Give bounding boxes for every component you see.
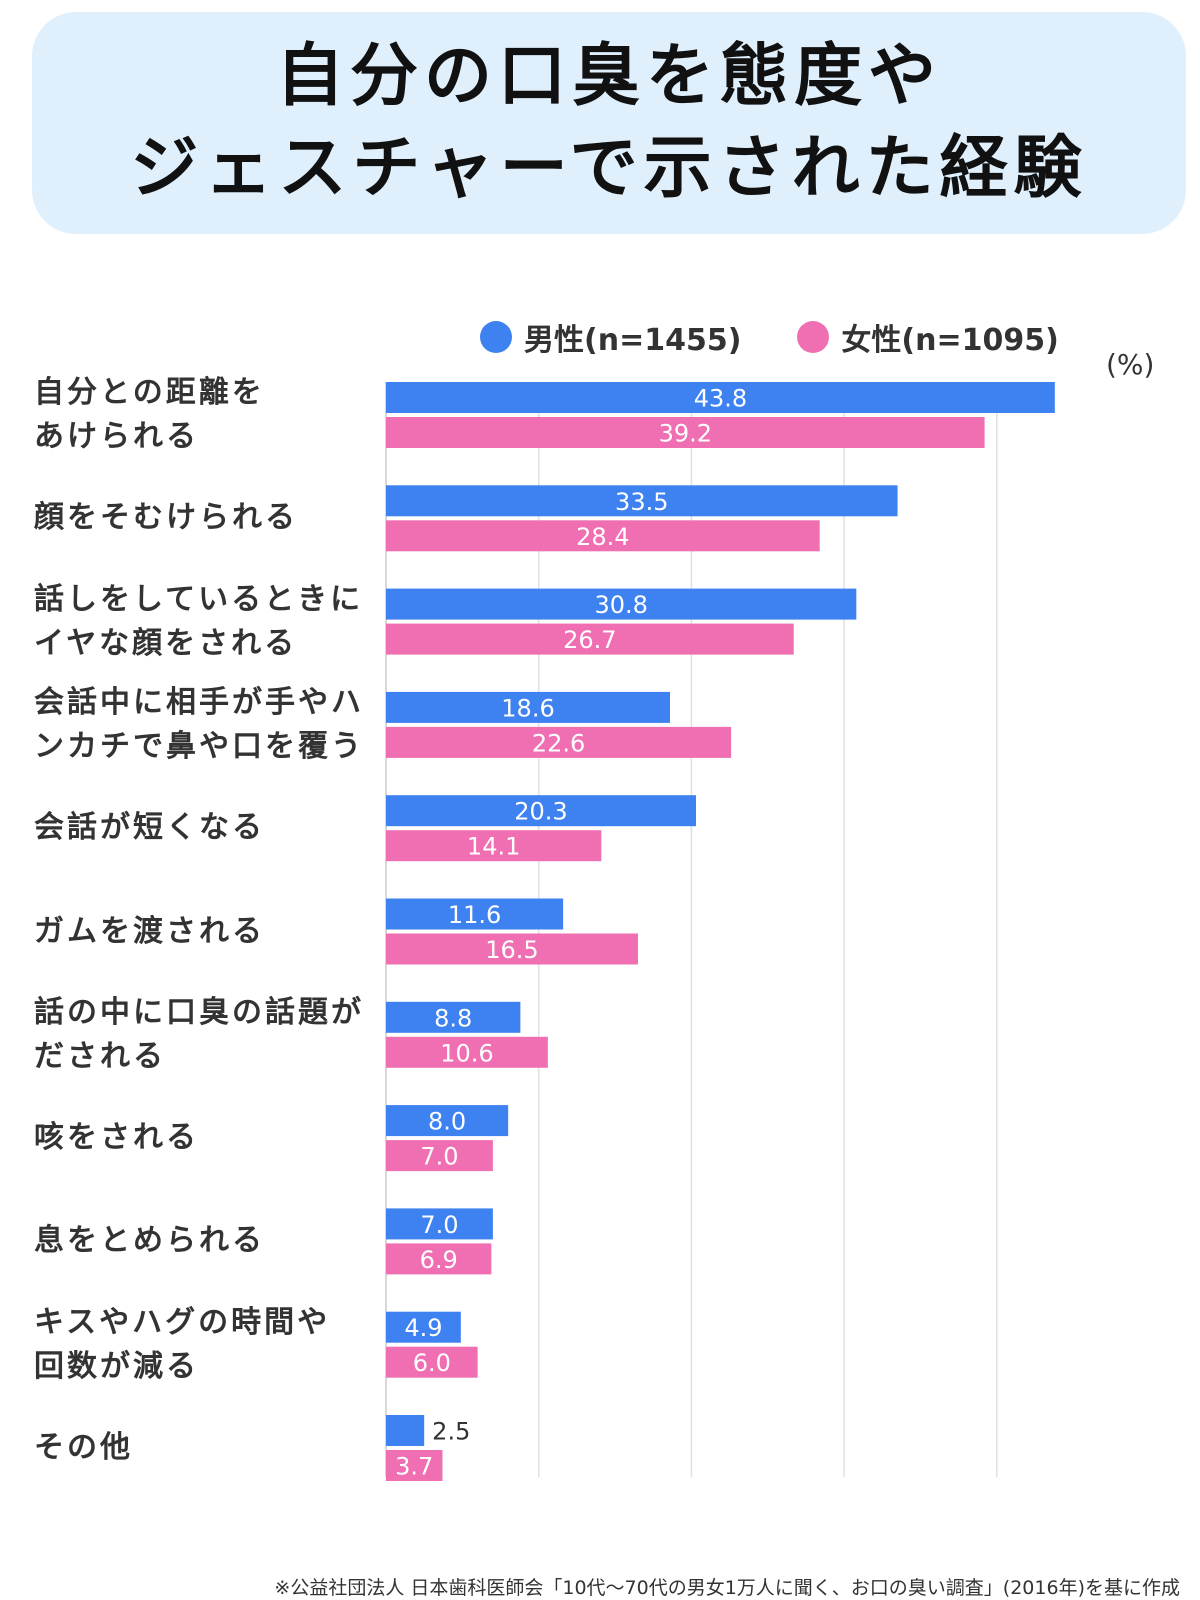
category-label-line: 会話中に相手が手やハ — [34, 684, 364, 720]
category-label-line: 咳をされる — [34, 1120, 199, 1156]
data-label-female-3: 22.6 — [532, 729, 585, 757]
category-label-line: 会話が短くなる — [34, 810, 265, 846]
legend-label-male: 男性(n=1455) — [524, 323, 742, 358]
bar-female-0 — [386, 417, 985, 448]
category-label-10: その他 — [34, 1426, 374, 1470]
data-label-male-0: 43.8 — [694, 385, 747, 413]
bar-female-3 — [386, 726, 732, 758]
chart-title-line-1: 自分の口臭を態度や — [275, 37, 942, 116]
category-label-line: だされる — [34, 1038, 166, 1074]
category-label-1: 顔をそむけられる — [34, 496, 374, 540]
data-label-female-6: 10.6 — [440, 1039, 493, 1067]
bar-male-6 — [386, 1001, 521, 1033]
bar-female-10 — [386, 1450, 443, 1481]
bar-male-2 — [386, 588, 857, 620]
unit-label: (%) — [1106, 348, 1155, 381]
category-label-line: あけられる — [34, 419, 199, 454]
category-label-3: 会話中に相手が手やハ ンカチで鼻や口を覆う — [34, 681, 374, 769]
category-label-line: イヤな顔をされる — [34, 625, 298, 661]
category-label-2: 話しをしているときに イヤな顔をされる — [34, 578, 374, 666]
category-label-4: 会話が短くなる — [34, 806, 374, 850]
legend-swatch-male — [480, 321, 512, 353]
bar-female-1 — [386, 520, 820, 552]
bar-male-0 — [386, 382, 1055, 413]
chart-title-line-2: ジェスチャーで示された経験 — [130, 129, 1088, 208]
bar-female-7 — [386, 1140, 493, 1172]
data-label-male-7: 8.0 — [428, 1108, 466, 1136]
data-label-female-0: 39.2 — [659, 420, 712, 448]
bar-female-8 — [386, 1243, 492, 1275]
bar-male-5 — [386, 898, 564, 930]
data-label-female-7: 7.0 — [420, 1143, 458, 1171]
category-label-line: ガムを渡される — [34, 913, 265, 949]
category-label-0: 自分との距離を あけられる — [34, 371, 374, 459]
source-footnote: ※公益社団法人 日本歯科医師会「10代〜70代の男女1万人に聞く、お口の臭い調査… — [274, 1577, 1180, 1599]
data-label-male-8: 7.0 — [420, 1211, 458, 1239]
data-label-male-2: 30.8 — [594, 591, 647, 619]
category-label-line: その他 — [34, 1430, 133, 1465]
bar-male-10 — [386, 1415, 425, 1446]
category-label-line: 回数が減る — [34, 1348, 199, 1384]
data-label-male-10: 2.5 — [432, 1418, 470, 1446]
data-label-male-3: 18.6 — [501, 694, 554, 722]
data-label-female-10: 3.7 — [395, 1453, 433, 1481]
data-label-male-5: 11.6 — [448, 901, 501, 929]
bar-male-7 — [386, 1105, 509, 1137]
category-label-line: 息をとめられる — [34, 1223, 265, 1259]
data-label-female-5: 16.5 — [485, 936, 538, 964]
bar-female-9 — [386, 1346, 478, 1378]
bar-female-6 — [386, 1036, 548, 1068]
category-label-line: ンカチで鼻や口を覆う — [34, 728, 364, 764]
data-label-male-1: 33.5 — [615, 488, 668, 516]
category-label-line: 自分との距離を — [34, 375, 265, 410]
category-label-line: 話しをしているときに — [34, 581, 364, 617]
data-label-female-9: 6.0 — [413, 1349, 451, 1377]
bar-male-3 — [386, 691, 671, 723]
legend-label-female: 女性(n=1095) — [841, 323, 1059, 358]
bar-male-1 — [386, 485, 898, 517]
category-label-8: 息をとめられる — [34, 1219, 374, 1263]
legend-item-female: 女性(n=1095) — [797, 315, 1059, 359]
data-label-female-2: 26.7 — [563, 626, 616, 654]
chart-legend: 男性(n=1455) 女性(n=1095) — [480, 315, 1115, 359]
title-banner: 自分の口臭を態度や ジェスチャーで示された経験 — [32, 12, 1186, 234]
data-label-female-1: 28.4 — [576, 523, 629, 551]
legend-item-male: 男性(n=1455) — [480, 315, 741, 359]
data-label-female-8: 6.9 — [420, 1246, 458, 1274]
bar-male-9 — [386, 1311, 461, 1343]
category-label-line: 話の中に口臭の話題が — [34, 994, 364, 1030]
category-label-6: 話の中に口臭の話題が だされる — [34, 991, 374, 1079]
bar-female-4 — [386, 830, 602, 862]
category-label-5: ガムを渡される — [34, 910, 374, 954]
bar-male-8 — [386, 1208, 493, 1240]
data-label-female-4: 14.1 — [467, 833, 520, 861]
data-label-male-9: 4.9 — [404, 1314, 442, 1342]
category-label-line: 顔をそむけられる — [34, 500, 298, 536]
category-label-7: 咳をされる — [34, 1116, 374, 1160]
bar-male-4 — [386, 795, 696, 827]
data-label-male-4: 20.3 — [514, 798, 567, 826]
data-label-male-6: 8.8 — [434, 1004, 472, 1032]
category-label-9: キスやハグの時間や 回数が減る — [34, 1301, 374, 1389]
category-label-line: キスやハグの時間や — [34, 1304, 331, 1340]
legend-swatch-female — [797, 321, 830, 353]
bar-female-2 — [386, 623, 794, 655]
bar-female-5 — [386, 933, 638, 965]
